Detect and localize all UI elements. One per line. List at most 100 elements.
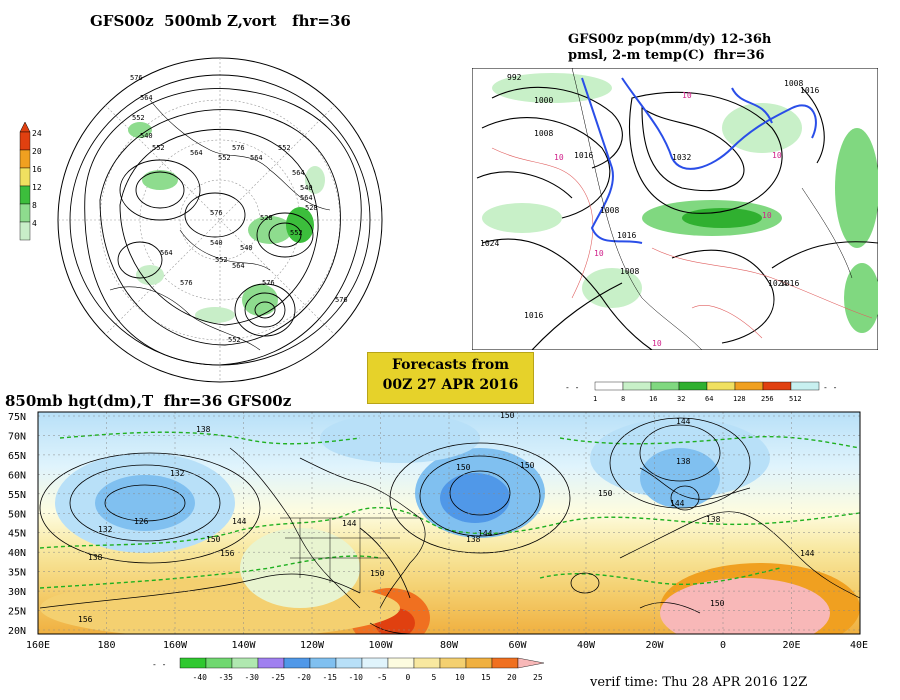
longitude-label: 40E	[850, 640, 868, 651]
height-contour-label: 150	[370, 569, 385, 578]
polar-contour-label: 564	[160, 249, 173, 257]
polar-contour-label: 576	[210, 209, 223, 217]
temp-colorbar-tick: -10	[349, 673, 364, 682]
polar-contour-label: 564	[250, 154, 263, 162]
isobar-label: 1008	[784, 79, 803, 88]
temp-colorbar-tick: -20	[297, 673, 312, 682]
forecast-init-time: 00Z 27 APR 2016	[382, 377, 519, 393]
vort-colorbar-tick: 16	[32, 165, 42, 174]
height-contours-850	[39, 417, 751, 609]
isobar-label: 1016	[800, 86, 819, 95]
temp-colorbar-segment	[231, 657, 259, 669]
latitude-label: 70N	[8, 431, 26, 442]
longitude-label: 140W	[232, 640, 257, 651]
temp-colorbar-tick: -25	[271, 673, 286, 682]
polar-contour-label: 540	[140, 132, 153, 140]
temp-contours	[491, 147, 873, 339]
height-contours	[69, 74, 371, 366]
polar-contour-label: 564	[292, 169, 305, 177]
vort-colorbar-segment	[19, 131, 31, 151]
precip-colorbar-tick: 256	[761, 395, 774, 402]
latitude-label: 20N	[8, 626, 26, 637]
precip-colorbar-tick: 16	[649, 395, 657, 402]
vort-colorbar-segment	[19, 185, 31, 205]
forecast-from-label: Forecasts from	[391, 357, 510, 373]
precip-colorbar-segment	[706, 381, 736, 391]
temp-colorbar-tick: -30	[245, 673, 260, 682]
vort-colorbar-tick: 24	[32, 129, 42, 138]
precip-shading	[482, 73, 878, 333]
polar-contour-label: 552	[218, 154, 231, 162]
isobars	[476, 86, 878, 350]
precip-colorbar-right-cap: - -	[823, 383, 837, 392]
polar-coastlines	[109, 99, 331, 351]
precip-colorbar-segment	[790, 381, 820, 391]
temp-colorbar-tick: -40	[193, 673, 208, 682]
precip-colorbar-tick: 128	[733, 395, 746, 402]
panel-500mb-map: 24 20 16 12 8 4	[19, 57, 383, 383]
latitude-label: 55N	[8, 490, 26, 501]
precip-colorbar-segment	[678, 381, 708, 391]
longitude-labels: 160E 180 160W 140W 120W 100W 80W 60W 40W 20W 0 20E 4…	[26, 640, 868, 651]
height-contour-label: 144	[478, 529, 493, 538]
height-contour-label: 150	[456, 463, 471, 472]
longitude-label: 180	[98, 640, 116, 651]
height-contour-label: 150	[710, 599, 725, 608]
height-contour-label: 156	[220, 549, 235, 558]
precip-colorbar-segment	[734, 381, 764, 391]
polar-contour-label: 552	[152, 144, 165, 152]
latitude-labels: 75N 70N 65N 60N 55N 50N 45N 40N 35N 30N 25N 20N	[8, 412, 26, 637]
height-contour-label: 144	[670, 499, 685, 508]
temp-colorbar-segment	[361, 657, 389, 669]
temp-colorbar-tick: 25	[533, 673, 543, 682]
vort-colorbar-segment	[19, 203, 31, 223]
temp-colorbar-segment	[439, 657, 467, 669]
height-contour-label: 138	[706, 515, 721, 524]
latitude-label: 60N	[8, 470, 26, 481]
temp-colorbar-segment	[491, 657, 519, 669]
precip-colorbar-tick: 8	[621, 395, 625, 402]
vort-colorbar-tick: 8	[32, 201, 37, 210]
vort-colorbar-arrow	[19, 121, 31, 133]
longitude-label: 120W	[300, 640, 325, 651]
height-contour-label: 150	[520, 461, 535, 470]
polar-contour-label: 540	[300, 184, 313, 192]
precip-colorbar-tick: 32	[677, 395, 685, 402]
temp-colorbar-arrow	[517, 657, 545, 669]
temp-colorbar: - - -40 -35 -30 -25 -20 -15 -10 -5 0 5 10 15 20 25	[152, 657, 545, 682]
temp-colorbar-segment	[257, 657, 285, 669]
temp-label: 10	[554, 153, 564, 162]
isobar-label: 1016	[524, 311, 543, 320]
isobar-label: 1024	[768, 279, 787, 288]
temp-colorbar-segment	[309, 657, 337, 669]
polar-contour-label: 576	[130, 74, 143, 82]
height-contour-label: 138	[88, 553, 103, 562]
precip-colorbar-segment	[622, 381, 652, 391]
longitude-label: 0	[720, 640, 726, 651]
temp-colorbar-segment	[179, 657, 207, 669]
height-contour-label: 156	[78, 615, 93, 624]
height-contour-label: 144	[800, 549, 815, 558]
longitude-label: 20W	[646, 640, 665, 651]
longitude-label: 40W	[577, 640, 596, 651]
polar-contour-label: 576	[180, 279, 193, 287]
isobar-label: 1016	[574, 151, 593, 160]
height-contour-label: 138	[466, 535, 481, 544]
precip-colorbar-segment	[594, 381, 624, 391]
temp-label: 10	[594, 249, 604, 258]
temp-colorbar-segment	[283, 657, 311, 669]
polar-contour-label: 564	[232, 262, 245, 270]
latitude-label: 45N	[8, 529, 26, 540]
temp-colorbar-tick: 10	[455, 673, 465, 682]
isobar-label: 1008	[600, 206, 619, 215]
precip-colorbar-left-cap: - -	[565, 383, 579, 392]
polar-contour-label: 576	[335, 296, 348, 304]
height-contour-label: 138	[196, 425, 211, 434]
temp-colorbar-tick: -35	[219, 673, 234, 682]
longitude-label: 20E	[783, 640, 801, 651]
height-contour-label: 150	[500, 411, 515, 420]
temp-colorbar-tick: -15	[323, 673, 338, 682]
height-contour-label: 150	[598, 489, 613, 498]
height-contour-label: 132	[98, 525, 113, 534]
